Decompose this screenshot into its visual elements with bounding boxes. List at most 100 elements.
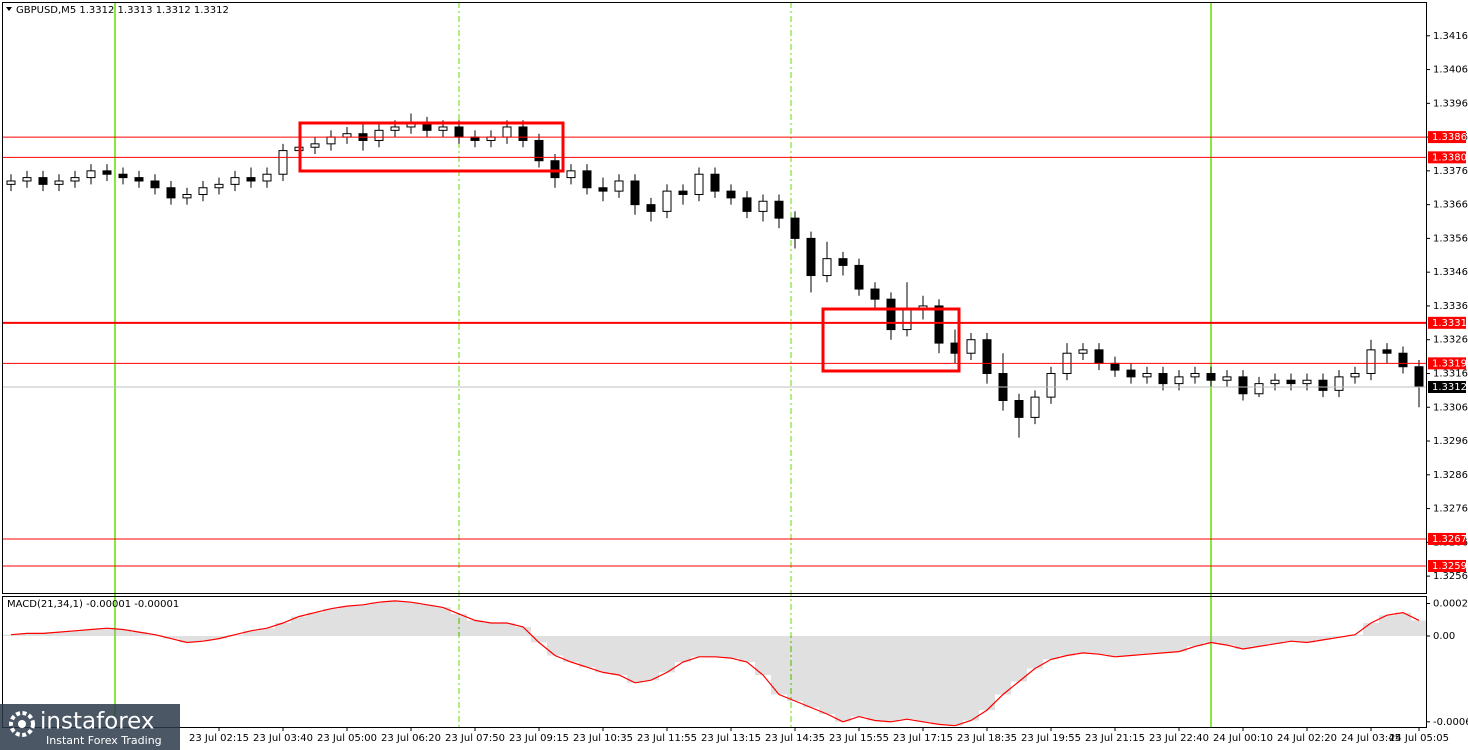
y-tick-label: 1.3406 [1433,65,1468,76]
candle-body [838,258,848,266]
logo-name: instaforex [40,709,155,735]
candle-body [214,183,224,189]
candle-body [326,136,336,145]
candle-body [342,133,352,138]
y-tick-label: 1.3306 [1433,402,1468,413]
candle-body [710,173,720,192]
candle-body [1030,396,1040,418]
candle-body [630,180,640,206]
candle-body [1014,400,1024,418]
candle-body [662,190,672,212]
candle-body [486,136,496,141]
x-tick-label: 23 Jul 21:15 [1085,733,1145,744]
y-tick-label: 1.3356 [1433,233,1468,244]
logo-icon [18,720,26,728]
candle-body [86,170,96,179]
y-tick-label: 1.3286 [1433,470,1468,481]
candle-body [790,217,800,239]
level-label-bg [1428,151,1466,164]
candle-body [1206,372,1216,381]
candle-body [518,126,528,141]
y-tick-label: 1.3336 [1433,301,1468,312]
level-label: 1.3380 [1432,152,1467,163]
candle-body [134,177,144,182]
y-tick-label: 1.3326 [1433,335,1468,346]
candle-body [1078,349,1088,354]
x-tick-label: 23 Jul 15:55 [829,733,889,744]
x-tick-label: 23 Jul 13:15 [701,733,761,744]
level-label-bg [1428,131,1466,144]
level-label: 1.3386 [1432,132,1467,143]
session-lines [114,2,1212,727]
candle-body [246,177,256,182]
x-tick-label: 24 Jul 03:45 [1341,733,1401,744]
candle-body [1110,362,1120,371]
x-tick-label: 23 Jul 22:40 [1149,733,1209,744]
level-label-bg [1428,532,1466,545]
y-tick-label: 0.00025 [1433,599,1468,610]
y-tick-label: 1.3346 [1433,267,1468,278]
candle-body [550,160,560,179]
candle-body [1094,349,1104,364]
x-tick-label: 24 Jul 02:20 [1277,733,1337,744]
candle-body [54,180,64,185]
candle-body [262,173,272,182]
candle-body [870,288,880,300]
macd-frame [2,596,1427,728]
x-tick-label: 24 Jul 05:05 [1389,733,1449,744]
candle-body [582,170,592,189]
level-label: 1.3267 [1432,534,1467,545]
candle-body [742,197,752,212]
logo-bg [0,704,180,750]
plot: 1.3416 1.3406 1.3396 1.3386 1.3376 1.3366 1.33… [3,31,1468,728]
candle-body [438,126,448,131]
candle-body [758,200,768,212]
candle-body [534,139,544,162]
candle-body [1398,352,1408,368]
candle-body [38,177,48,185]
candle-body [614,180,624,192]
annotation-box [821,307,961,373]
logo: instaforex Instant Forex Trading [0,704,180,750]
candle-body [198,187,208,195]
candle-body [646,204,656,212]
y-tick-label: 1.3366 [1433,200,1468,211]
candle-body [1190,372,1200,378]
candle-body [310,143,320,148]
candle-body [1270,379,1280,385]
chart-title: GBPUSD,M5 1.3312 1.3313 1.3312 1.3312 [16,5,229,16]
x-tick-label: 23 Jul 05:00 [317,733,377,744]
candle-body [1174,376,1184,385]
candle-body [1366,349,1376,374]
candle-body [726,190,736,199]
last-price-label: 1.3312 [1432,382,1467,393]
logo-icon [9,711,35,737]
logo-tagline: Instant Forex Trading [46,734,162,747]
candle-body [102,170,112,175]
candle-body [6,180,16,185]
candle-body [278,150,288,175]
y-tick-label: 1.3376 [1433,166,1468,177]
y-tick-label: 1.3316 [1433,368,1468,379]
macd-line [10,600,1420,727]
candle-body [566,170,576,179]
x-tick-label: 24 Jul 00:10 [1213,733,1273,744]
x-tick-label: 23 Jul 09:15 [509,733,569,744]
y-tick-label: -0.00066 [1433,717,1468,728]
x-tick-label: 23 Jul 07:50 [445,733,505,744]
candle-body [774,200,784,219]
candle-body [1254,383,1264,395]
x-tick-label: 23 Jul 14:35 [765,733,825,744]
level-label: 1.3259 [1432,561,1467,572]
candle-body [470,136,480,141]
macd-title: MACD(21,34,1) -0.00001 -0.00001 [7,599,179,610]
candle-body [1350,372,1360,378]
x-tick-label: 23 Jul 11:55 [637,733,697,744]
x-tick-label: 23 Jul 06:20 [381,733,441,744]
x-tick-label: 23 Jul 19:55 [1021,733,1081,744]
candle-body [1046,372,1056,398]
candle-body [118,173,128,179]
y-tick-label: 0.00 [1433,631,1455,642]
